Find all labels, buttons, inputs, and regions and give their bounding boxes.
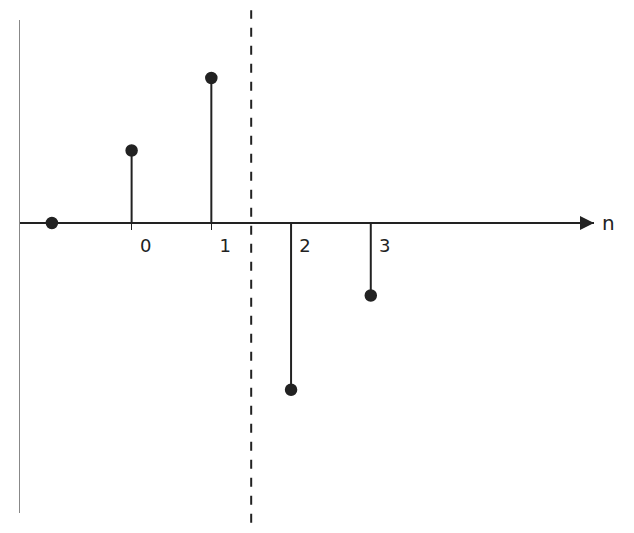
svg-text:n: n (602, 211, 615, 235)
svg-text:3: 3 (379, 235, 390, 256)
svg-text:1: 1 (220, 235, 231, 256)
svg-text:0: 0 (140, 235, 151, 256)
svg-text:2: 2 (299, 235, 310, 256)
